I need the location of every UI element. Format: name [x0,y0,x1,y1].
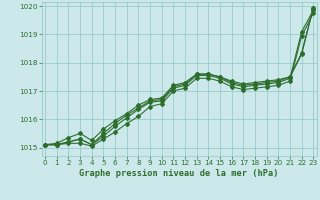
X-axis label: Graphe pression niveau de la mer (hPa): Graphe pression niveau de la mer (hPa) [79,169,279,178]
